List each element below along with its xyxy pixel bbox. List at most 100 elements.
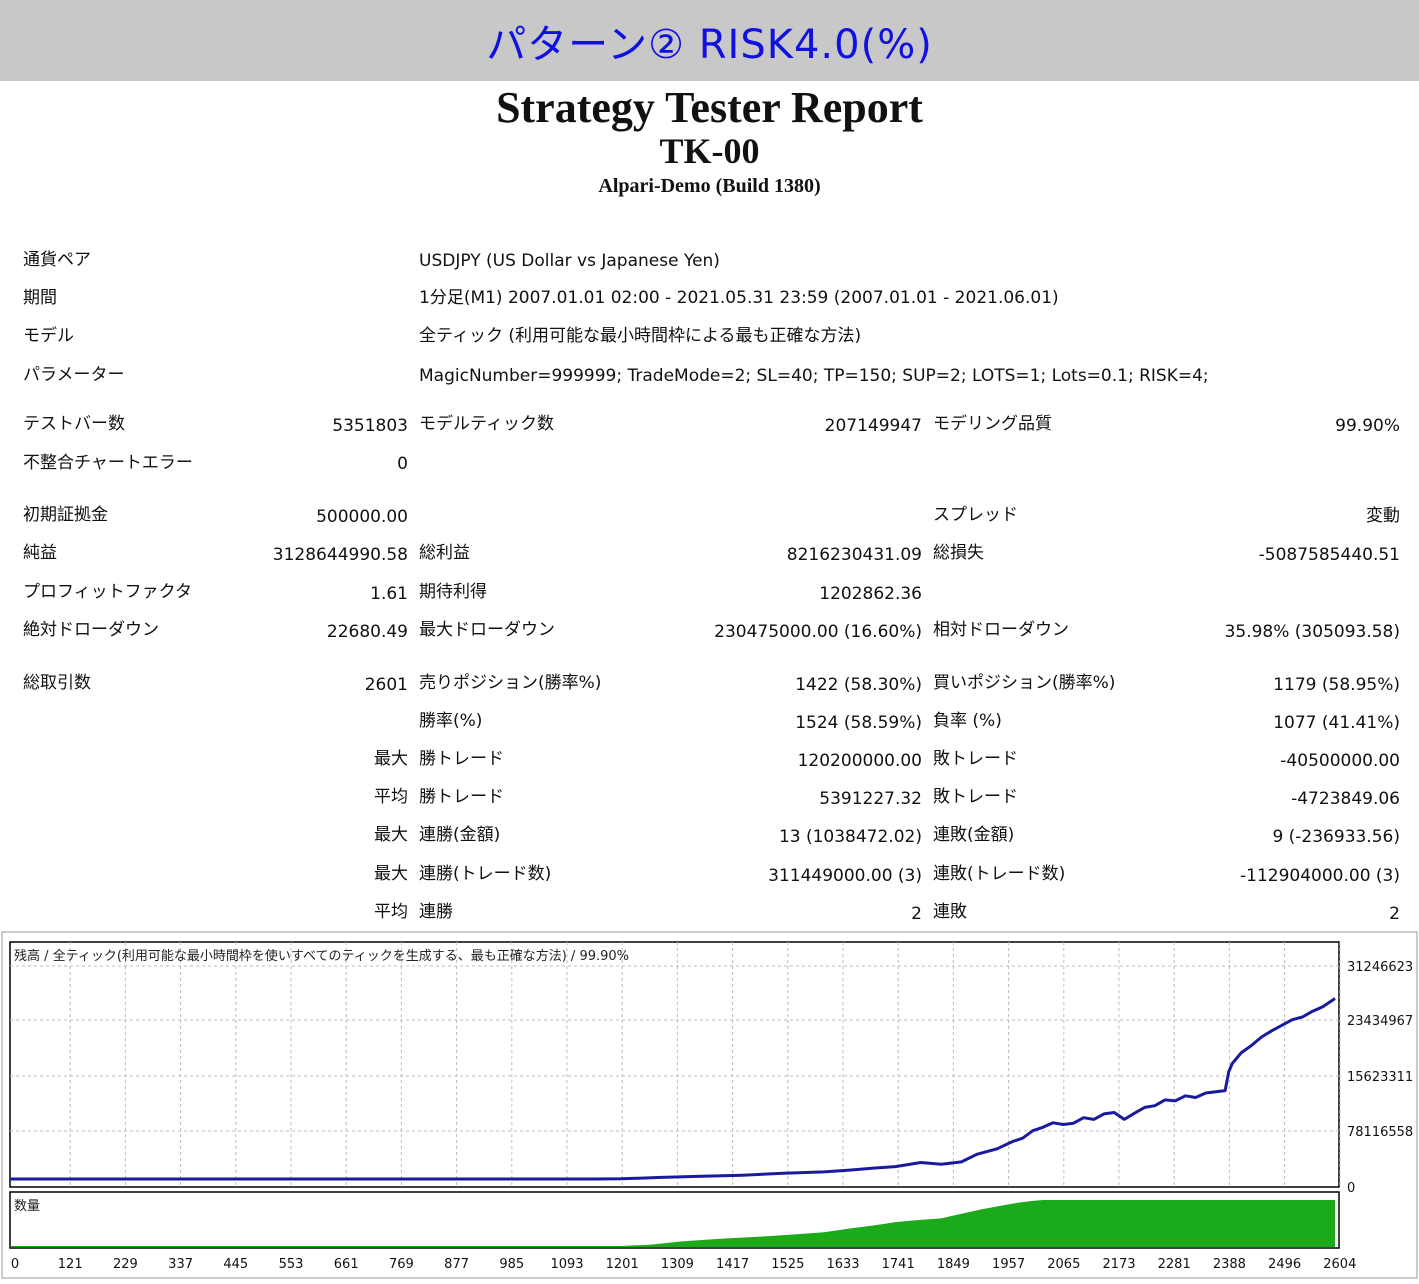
x-tick-label: 0 <box>11 1257 19 1272</box>
stat-label: 相対ドローダウン <box>933 620 1069 640</box>
x-tick-label: 1417 <box>716 1257 749 1272</box>
stat-label: モデリング品質 <box>933 414 1052 434</box>
stat-label: 初期証拠金 <box>23 505 108 525</box>
balance-chart-svg: 残高 / 全ティック(利用可能な最小時間枠を使いすべてのティックを生成する、最も… <box>1 931 1418 1279</box>
balance-line <box>10 997 1336 1181</box>
banner-text: パターン② RISK4.0(%) <box>486 21 933 68</box>
x-tick-label: 2388 <box>1213 1257 1246 1272</box>
stat-qualifier: 最大 <box>374 825 408 845</box>
stat-label: 総取引数 <box>23 673 91 693</box>
x-tick-label: 1741 <box>882 1257 915 1272</box>
x-tick-label: 2604 <box>1323 1257 1356 1272</box>
info-value: USDJPY (US Dollar vs Japanese Yen) <box>419 251 720 271</box>
info-value: 1分足(M1) 2007.01.01 02:00 - 2021.05.31 23… <box>419 288 1059 308</box>
x-tick-label: 553 <box>279 1257 304 1272</box>
x-tick-label: 2173 <box>1102 1257 1135 1272</box>
y-tick-label: 0 <box>1347 1181 1355 1196</box>
stat-label: 勝トレード <box>419 749 504 769</box>
stat-value: 5391227.32 <box>819 789 922 809</box>
stat-label: 連勝(トレード数) <box>419 864 552 884</box>
stat-qualifier: 平均 <box>374 902 408 922</box>
stat-value: 1077 (41.41%) <box>1273 713 1400 733</box>
stat-value: 5351803 <box>332 416 408 436</box>
x-tick-label: 2281 <box>1158 1257 1191 1272</box>
stat-label: 負率 (%) <box>933 711 1002 731</box>
x-tick-label: 661 <box>334 1257 359 1272</box>
y-tick-label: 15623311 <box>1347 1070 1413 1085</box>
stat-value: 13 (1038472.02) <box>778 827 922 847</box>
info-label: 期間 <box>23 288 57 308</box>
x-tick-label: 1957 <box>992 1257 1025 1272</box>
x-tick-label: 229 <box>113 1257 138 1272</box>
stat-value: 1.61 <box>370 584 408 604</box>
stat-label: 連敗(金額) <box>933 825 1015 845</box>
x-tick-label: 2065 <box>1047 1257 1080 1272</box>
report-title: Strategy Tester Report <box>496 83 923 132</box>
stat-label: 連勝 <box>419 902 453 922</box>
stat-label: 敗トレード <box>933 787 1018 807</box>
stat-value: 22680.49 <box>326 622 408 642</box>
stat-value: 3128644990.58 <box>272 545 408 565</box>
x-tick-label: 877 <box>444 1257 469 1272</box>
chart-grid <box>10 942 1341 1187</box>
stat-value: -112904000.00 (3) <box>1240 866 1400 886</box>
y-tick-label: 78116558 <box>1347 1125 1413 1140</box>
x-tick-label: 1309 <box>661 1257 694 1272</box>
x-tick-label: 2496 <box>1268 1257 1301 1272</box>
stat-value: 0 <box>397 454 408 474</box>
ea-name: TK-00 <box>659 131 760 171</box>
y-tick-labels: 31246623 23434967 15623311 78116558 0 <box>1347 960 1413 1196</box>
stat-value: 1179 (58.95%) <box>1273 675 1400 695</box>
stat-value: 120200000.00 <box>797 751 922 771</box>
stat-label: 総利益 <box>419 543 470 563</box>
stat-value: 8216230431.09 <box>786 545 922 565</box>
x-tick-label: 1201 <box>606 1257 639 1272</box>
x-tick-label: 337 <box>168 1257 193 1272</box>
x-tick-label: 769 <box>389 1257 414 1272</box>
stat-value: 500000.00 <box>316 507 408 527</box>
balance-chart: 残高 / 全ティック(利用可能な最小時間枠を使いすべてのティックを生成する、最も… <box>0 930 1419 1280</box>
stat-value: 99.90% <box>1335 416 1400 436</box>
stat-value: 2 <box>911 904 922 924</box>
stat-value: -5087585440.51 <box>1258 545 1400 565</box>
stat-label: プロフィットファクタ <box>23 582 192 602</box>
stat-value: 9 (-236933.56) <box>1272 827 1400 847</box>
info-value: MagicNumber=999999; TradeMode=2; SL=40; … <box>419 366 1209 386</box>
stat-label: 不整合チャートエラー <box>23 453 193 473</box>
stat-label: 期待利得 <box>419 582 487 602</box>
balance-plot-frame <box>9 941 1340 1188</box>
stat-label: 絶対ドローダウン <box>23 620 159 640</box>
info-label: パラメーター <box>23 365 125 385</box>
stat-label: 連敗 <box>933 902 967 922</box>
stat-label: 勝率(%) <box>419 711 483 731</box>
chart-title: 残高 / 全ティック(利用可能な最小時間枠を使いすべてのティックを生成する、最も… <box>14 948 629 964</box>
stat-label: 純益 <box>23 543 57 563</box>
stat-value: 311449000.00 (3) <box>768 866 922 886</box>
x-tick-label: 985 <box>499 1257 524 1272</box>
volume-area <box>10 1200 1335 1247</box>
stat-qualifier: 最大 <box>374 864 408 884</box>
stat-qualifier: 最大 <box>374 749 408 769</box>
stat-label: スプレッド <box>933 505 1018 525</box>
stat-value: 変動 <box>1366 506 1400 526</box>
stat-label: 連勝(金額) <box>419 825 501 845</box>
stat-label: 総損失 <box>933 543 984 563</box>
stat-label: モデルティック数 <box>419 414 554 434</box>
stat-label: 売りポジション(勝率%) <box>419 673 602 693</box>
x-tick-label: 1525 <box>771 1257 804 1272</box>
info-label: モデル <box>23 326 74 346</box>
stat-value: -40500000.00 <box>1280 751 1400 771</box>
x-tick-label: 1849 <box>937 1257 970 1272</box>
stat-value: 2 <box>1389 904 1400 924</box>
x-tick-label: 1633 <box>826 1257 859 1272</box>
stat-label: 買いポジション(勝率%) <box>933 673 1116 693</box>
y-tick-label: 31246623 <box>1347 960 1413 975</box>
stat-label: 勝トレード <box>419 787 504 807</box>
stat-label: 最大ドローダウン <box>419 620 555 640</box>
info-value: 全ティック (利用可能な最小時間枠による最も正確な方法) <box>419 326 862 346</box>
x-tick-label: 445 <box>223 1257 248 1272</box>
x-tick-labels: 0 121 229 337 445 553 661 769 877 985 1093 1201 1309… <box>11 1257 1356 1272</box>
stat-value: -4723849.06 <box>1291 789 1400 809</box>
stat-value: 207149947 <box>824 416 922 436</box>
stat-value: 35.98% (305093.58) <box>1224 622 1400 642</box>
